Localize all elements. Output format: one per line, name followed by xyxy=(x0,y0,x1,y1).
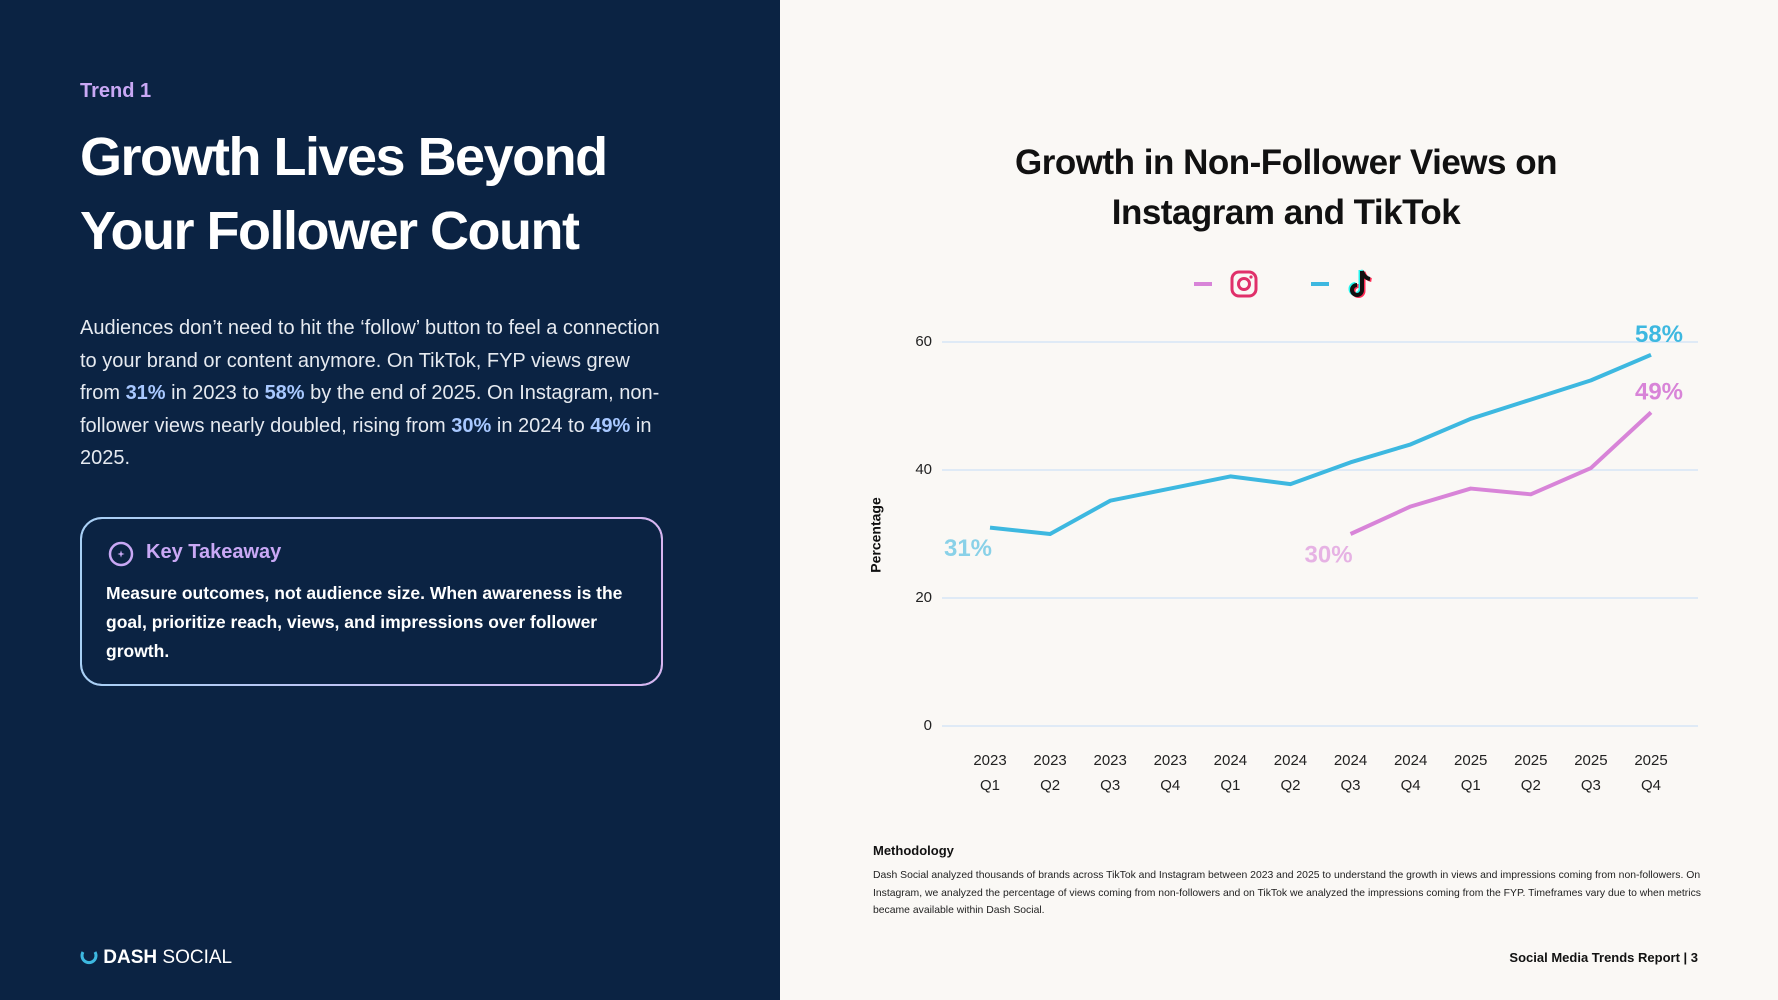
logo: DASH SOCIAL xyxy=(80,947,232,969)
text: in 2023 to xyxy=(165,382,265,404)
headline: Growth Lives Beyond Your Follower Count xyxy=(80,127,608,261)
methodology-title: Methodology xyxy=(873,843,954,858)
x-tick-label: 2023 Q1 xyxy=(973,752,1007,794)
highlight: 49% xyxy=(590,414,631,437)
takeaway-icon xyxy=(108,541,134,567)
takeaway-text: Measure outcomes, not audience size. Whe… xyxy=(106,583,623,661)
value-label: 58% xyxy=(1635,321,1683,348)
highlight: 58% xyxy=(264,382,305,404)
x-tick-label: 2023 Q3 xyxy=(1093,752,1127,794)
x-tick-label: 2025 Q2 xyxy=(1514,752,1548,794)
value-label: 30% xyxy=(1305,541,1353,568)
footer: Social Media Trends Report | 3 xyxy=(1509,950,1698,965)
x-tick-label: 2025 Q3 xyxy=(1574,752,1608,794)
y-tick-label: 0 xyxy=(924,717,932,734)
y-tick-label: 40 xyxy=(915,461,932,478)
instagram-icon xyxy=(1249,275,1253,279)
eyebrow: Trend 1 xyxy=(80,80,152,102)
x-tick-label: 2024 Q2 xyxy=(1273,752,1308,794)
y-tick-label: 60 xyxy=(915,333,932,350)
legend xyxy=(1194,269,1372,298)
methodology-text: Dash Social analyzed thousands of brands… xyxy=(873,870,1701,916)
text: Audiences don’t need to hit the ‘follow’… xyxy=(80,317,660,404)
logo-text: DASH xyxy=(103,947,158,968)
text: in 2024 to xyxy=(491,414,591,437)
value-label: 49% xyxy=(1635,379,1683,406)
left-panel: Trend 1 Growth Lives Beyond Your Followe… xyxy=(0,0,780,1000)
x-tick-label: 2024 Q4 xyxy=(1393,752,1428,794)
x-tick-label: 2025 Q1 xyxy=(1454,752,1488,794)
value-label: 31% xyxy=(944,535,992,562)
series-line xyxy=(989,352,1652,536)
tiktok-icon xyxy=(1350,270,1371,297)
text: by the end of 2025. On Instagram, non-fo… xyxy=(80,382,660,437)
x-tick-label: 2024 Q1 xyxy=(1213,752,1248,794)
x-tick-label: 2025 Q4 xyxy=(1634,752,1668,794)
takeaway-box: Key Takeaway Measure outcomes, not audie… xyxy=(80,517,663,686)
x-tick-label: 2023 Q2 xyxy=(1033,752,1067,794)
highlight: 30% xyxy=(451,414,492,437)
highlight: 31% xyxy=(125,382,166,404)
instagram-icon xyxy=(1237,277,1251,291)
body-text: Audiences don’t need to hit the ‘follow’… xyxy=(80,312,660,475)
instagram-icon xyxy=(1230,270,1258,298)
y-axis-label: Percentage xyxy=(868,497,884,573)
chart-title: Growth in Non-Follower Views on Instagra… xyxy=(1015,143,1557,232)
series-line xyxy=(1349,410,1653,536)
y-tick-label: 20 xyxy=(915,589,932,606)
x-tick-label: 2023 Q4 xyxy=(1153,752,1187,794)
text: in 2025. xyxy=(80,414,652,470)
logo-text: SOCIAL xyxy=(162,947,233,968)
x-tick-label: 2024 Q3 xyxy=(1333,752,1368,794)
takeaway-title: Key Takeaway xyxy=(146,541,282,563)
logo-mark xyxy=(80,951,98,965)
